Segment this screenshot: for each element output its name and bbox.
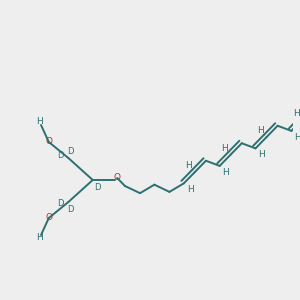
Text: H: H <box>258 150 265 159</box>
Text: D: D <box>67 205 74 214</box>
Text: H: H <box>36 233 42 242</box>
Text: H: H <box>294 133 300 142</box>
Text: O: O <box>114 172 121 182</box>
Text: D: D <box>94 184 101 193</box>
Text: D: D <box>67 146 74 155</box>
Text: H: H <box>36 118 42 127</box>
Text: H: H <box>257 126 264 135</box>
Text: H: H <box>185 161 192 170</box>
Text: D: D <box>57 152 64 160</box>
Text: H: H <box>293 109 300 118</box>
Text: H: H <box>223 168 229 177</box>
Text: O: O <box>45 214 52 223</box>
Text: O: O <box>45 137 52 146</box>
Text: H: H <box>187 185 194 194</box>
Text: D: D <box>57 200 64 208</box>
Text: H: H <box>221 144 228 153</box>
